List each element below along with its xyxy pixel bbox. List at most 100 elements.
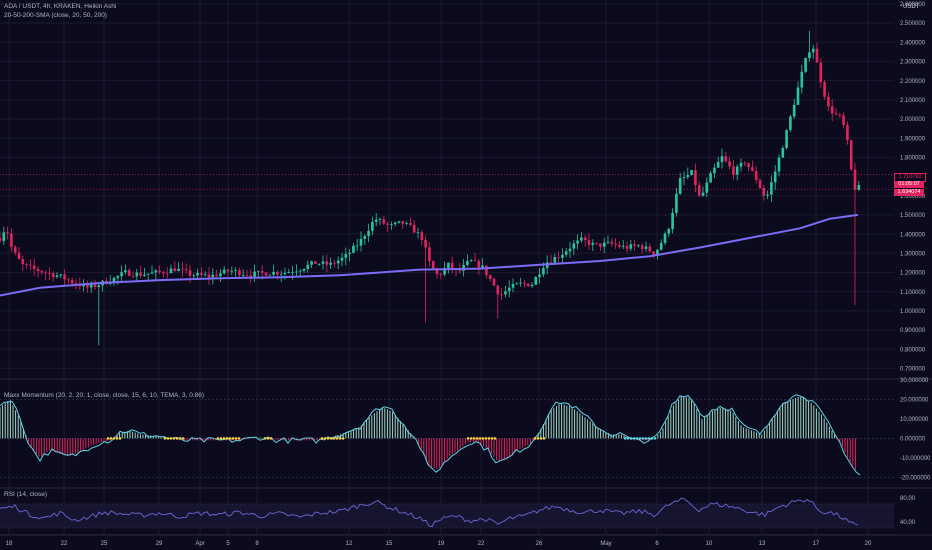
candle-body [678,178,682,194]
candle-body [713,167,716,174]
candle-body [348,252,351,255]
squeeze-dot [623,437,627,440]
candle-body [207,274,211,278]
candle-body [709,173,712,183]
candle-body [705,182,709,193]
candle-body [196,272,199,276]
candle-body [131,275,135,277]
candle-body [424,239,427,248]
candle-body [287,272,291,273]
sma-legend[interactable]: 20-50-200-SMA (close, 20, 50, 200) [4,12,107,19]
squeeze-dot [493,437,497,440]
squeeze-dot [641,437,645,440]
candles [0,30,861,346]
candle-body [572,243,576,249]
candle-body [124,270,127,273]
candle-body [659,242,663,250]
candle-body [777,157,781,172]
time-tick-label: 12 [346,541,353,547]
candle-body [450,262,454,269]
candle-body [428,247,431,262]
candle-body [610,241,614,244]
squeeze-dot [472,437,476,440]
candle-body [792,104,796,117]
candle-body [127,270,131,276]
candle-body [420,232,424,240]
price-tick-label: 1.400000 [900,232,926,238]
price-tick-label: 1.000000 [900,309,926,315]
candle-body [534,277,538,285]
squeeze-dot [225,437,229,440]
squeeze-dot [335,437,339,440]
candle-body [473,260,477,262]
candle-body [112,277,116,283]
squeeze-dot [219,437,223,440]
candle-body [675,193,678,213]
candle-body [412,224,416,233]
squeeze-dot [326,437,330,440]
symbol-legend[interactable]: ADA / USDT, 4h, KRAKEN, Heikin Ashi [4,3,117,10]
candle-body [515,283,519,285]
currency-label[interactable]: USDT [903,4,920,10]
candle-body [169,268,173,274]
momentum-legend[interactable]: Maxx Momentum (20, 2, 20, 1, close, clos… [4,392,205,399]
price-tick-label: 2.600000 [900,2,926,8]
momentum-tick-label: 30.000000 [900,378,929,384]
squeeze-dot [266,437,270,440]
squeeze-dot [112,437,116,440]
price-tick-label: 1.100000 [900,290,926,296]
candle-body [184,269,188,271]
squeeze-dot [228,437,232,440]
candle-body [811,48,815,53]
squeeze-dot [169,437,173,440]
candle-body [431,261,435,269]
squeeze-dot [644,437,648,440]
candle-body [93,284,97,288]
rsi-legend[interactable]: RSI (14, close) [4,491,47,498]
squeeze-dot [181,437,185,440]
candle-body [162,272,165,274]
candle-body [268,274,272,276]
candle-body [477,260,481,268]
price-tick-label: 0.900000 [900,328,926,334]
momentum-tick-label: 20.000000 [900,397,929,403]
candle-body [557,257,560,258]
candle-body [496,285,500,295]
squeeze-dot [163,437,167,440]
candle-body [621,245,625,247]
candle-body [245,274,249,276]
candle-body [230,270,234,272]
squeeze-dot [222,437,226,440]
candle-body [735,166,739,175]
squeeze-dot [332,437,336,440]
candle-body [352,245,355,253]
candle-body [188,270,192,276]
candle-body [443,267,446,275]
candle-body [633,244,636,246]
candle-body [32,265,36,269]
candle-body [321,261,325,264]
candle-body [264,272,268,276]
momentum-tick-label: -20.000000 [900,475,931,481]
countdown-label: 01:05:07 [894,181,924,188]
candle-body [447,262,450,268]
candle-body [728,161,731,167]
candle-body [458,269,462,271]
price-tick-label: 1.900000 [900,136,926,142]
candle-body [682,177,686,179]
candle-body [139,272,142,276]
candle-body [583,237,587,241]
squeeze-dot [178,437,182,440]
squeeze-dot [650,437,654,440]
time-tick-label: 22 [478,541,485,547]
price-tick-label: 0.700000 [900,367,926,373]
squeeze-dot [536,437,540,440]
rsi-tick-label: 40.00 [900,520,916,526]
candle-body [146,273,150,275]
candle-body [363,236,367,239]
candle-body [44,272,47,274]
time-tick-label: 26 [536,541,543,547]
candle-body [697,185,701,196]
momentum-bars [0,396,856,470]
